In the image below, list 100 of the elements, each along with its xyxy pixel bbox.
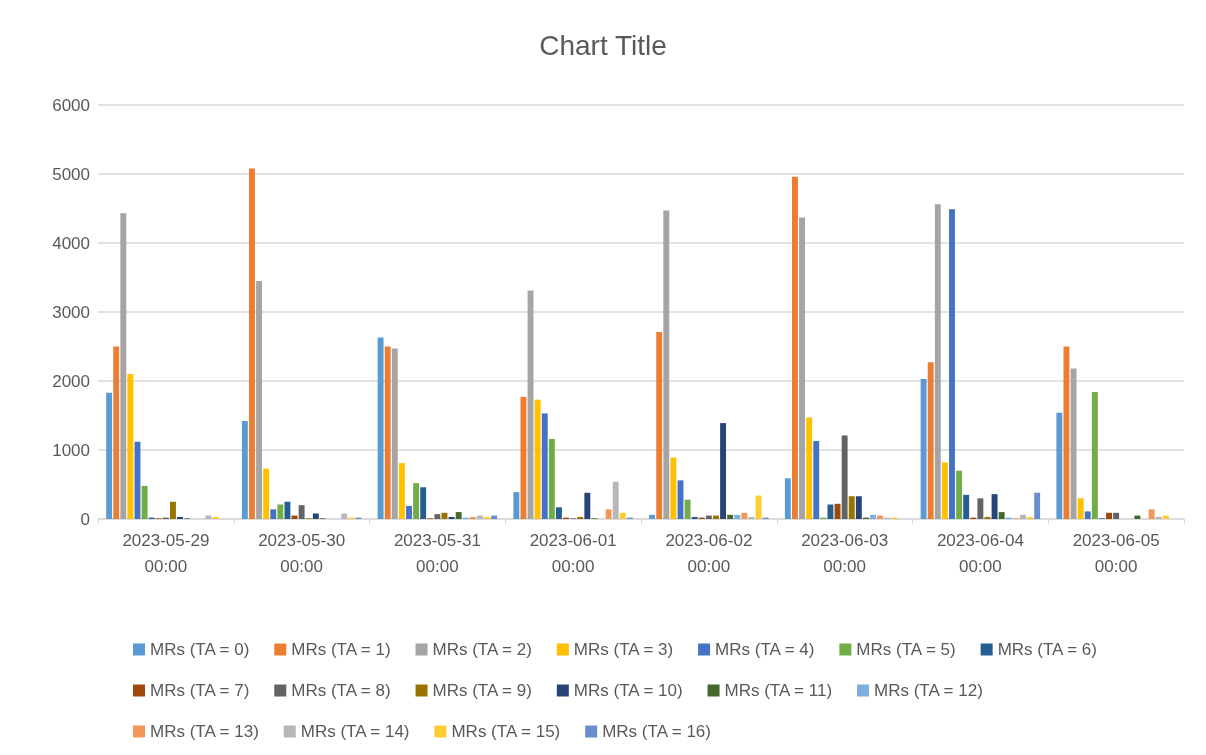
y-tick-label: 5000 bbox=[52, 164, 90, 184]
legend-label: MRs (TA = 8) bbox=[291, 681, 391, 700]
legend-label: MRs (TA = 16) bbox=[602, 722, 711, 741]
bar bbox=[141, 485, 148, 519]
bar bbox=[791, 176, 798, 519]
bar bbox=[177, 516, 184, 519]
bar bbox=[1063, 346, 1070, 519]
legend-label: MRs (TA = 14) bbox=[300, 722, 410, 741]
bar bbox=[284, 501, 291, 519]
legend-label: MRs (TA = 3) bbox=[573, 640, 674, 659]
bar bbox=[398, 463, 405, 519]
bar bbox=[656, 332, 663, 519]
bar bbox=[1113, 512, 1120, 519]
bar bbox=[1084, 511, 1091, 519]
bar bbox=[205, 515, 212, 519]
bar bbox=[963, 494, 970, 519]
bar bbox=[527, 290, 534, 519]
bar bbox=[263, 468, 270, 519]
bar bbox=[1034, 492, 1041, 519]
bar bbox=[248, 168, 255, 519]
bar bbox=[491, 515, 498, 519]
bar bbox=[920, 378, 927, 519]
legend-label: MRs (TA = 10) bbox=[573, 681, 683, 700]
legend-label: MRs (TA = 12) bbox=[874, 681, 983, 700]
bar bbox=[548, 438, 555, 519]
bar bbox=[799, 217, 805, 519]
bar bbox=[649, 514, 656, 519]
bar bbox=[691, 516, 698, 519]
legend-label: MRs (TA = 1) bbox=[291, 640, 391, 659]
bar bbox=[998, 512, 1005, 519]
legend-label: MRs (TA = 0) bbox=[150, 640, 250, 659]
bar bbox=[619, 512, 626, 519]
bar bbox=[855, 496, 862, 519]
bar bbox=[391, 348, 398, 519]
bar bbox=[377, 337, 384, 519]
bar bbox=[477, 515, 483, 519]
bar bbox=[684, 499, 691, 519]
bar bbox=[605, 509, 612, 519]
bar bbox=[1077, 498, 1084, 519]
bar bbox=[949, 209, 955, 519]
bar bbox=[848, 496, 855, 519]
legend-label: MRs (TA = 15) bbox=[451, 722, 561, 741]
bar bbox=[127, 374, 134, 519]
x-tick-label: 2023-05-31 00:00 bbox=[393, 530, 481, 576]
x-tick-label: 2023-06-05 00:00 bbox=[1072, 530, 1160, 576]
bar bbox=[584, 492, 591, 519]
x-tick-label: 2023-06-04 00:00 bbox=[936, 530, 1024, 576]
bar bbox=[270, 509, 277, 519]
x-tick-label: 2023-05-29 00:00 bbox=[122, 530, 210, 576]
y-tick-label: 4000 bbox=[52, 233, 90, 253]
legend-label: MRs (TA = 4) bbox=[715, 640, 815, 659]
bar bbox=[705, 515, 712, 519]
bar bbox=[1027, 516, 1034, 519]
bar bbox=[469, 516, 476, 519]
bar bbox=[406, 505, 412, 519]
y-tick-label: 1000 bbox=[52, 440, 90, 460]
y-tick-label: 0 bbox=[80, 509, 90, 529]
bar bbox=[813, 441, 820, 519]
legend-label: MRs (TA = 2) bbox=[432, 640, 532, 659]
bar bbox=[612, 481, 619, 519]
bar bbox=[806, 417, 813, 519]
bar bbox=[670, 457, 677, 519]
bar bbox=[1106, 512, 1112, 519]
bar bbox=[956, 470, 963, 519]
bar bbox=[934, 204, 941, 519]
bar bbox=[448, 516, 455, 519]
bar bbox=[1134, 515, 1141, 519]
bar bbox=[827, 504, 834, 519]
bar bbox=[663, 210, 670, 519]
bar bbox=[312, 513, 319, 519]
x-tick-label: 2023-05-30 00:00 bbox=[258, 530, 346, 576]
x-tick-label: 2023-06-01 00:00 bbox=[529, 530, 617, 576]
y-tick-label: 2000 bbox=[52, 371, 90, 391]
legend-label: MRs (TA = 5) bbox=[856, 640, 956, 659]
bar bbox=[455, 512, 462, 519]
bar bbox=[541, 413, 548, 519]
bar bbox=[413, 483, 420, 519]
bar bbox=[1148, 509, 1155, 519]
bar bbox=[577, 516, 584, 519]
bar bbox=[841, 435, 848, 519]
bar bbox=[555, 507, 562, 519]
bar bbox=[1155, 516, 1162, 519]
legend-label: MRs (TA = 9) bbox=[432, 681, 532, 700]
bar bbox=[434, 514, 441, 519]
bar bbox=[113, 346, 120, 519]
bar bbox=[720, 423, 727, 519]
bar bbox=[420, 487, 427, 519]
bar bbox=[927, 362, 934, 519]
legend-label: MRs (TA = 11) bbox=[724, 681, 833, 700]
x-tick-label: 2023-06-03 00:00 bbox=[801, 530, 889, 576]
bar bbox=[991, 494, 998, 519]
legend-label: MRs (TA = 7) bbox=[150, 681, 250, 700]
bar bbox=[170, 501, 176, 519]
legend-label: MRs (TA = 13) bbox=[150, 722, 259, 741]
y-tick-label: 3000 bbox=[52, 302, 90, 322]
bar bbox=[212, 516, 219, 519]
y-tick-label: 6000 bbox=[52, 95, 90, 115]
bar bbox=[298, 505, 305, 519]
bar bbox=[277, 504, 284, 519]
bar bbox=[106, 392, 113, 519]
